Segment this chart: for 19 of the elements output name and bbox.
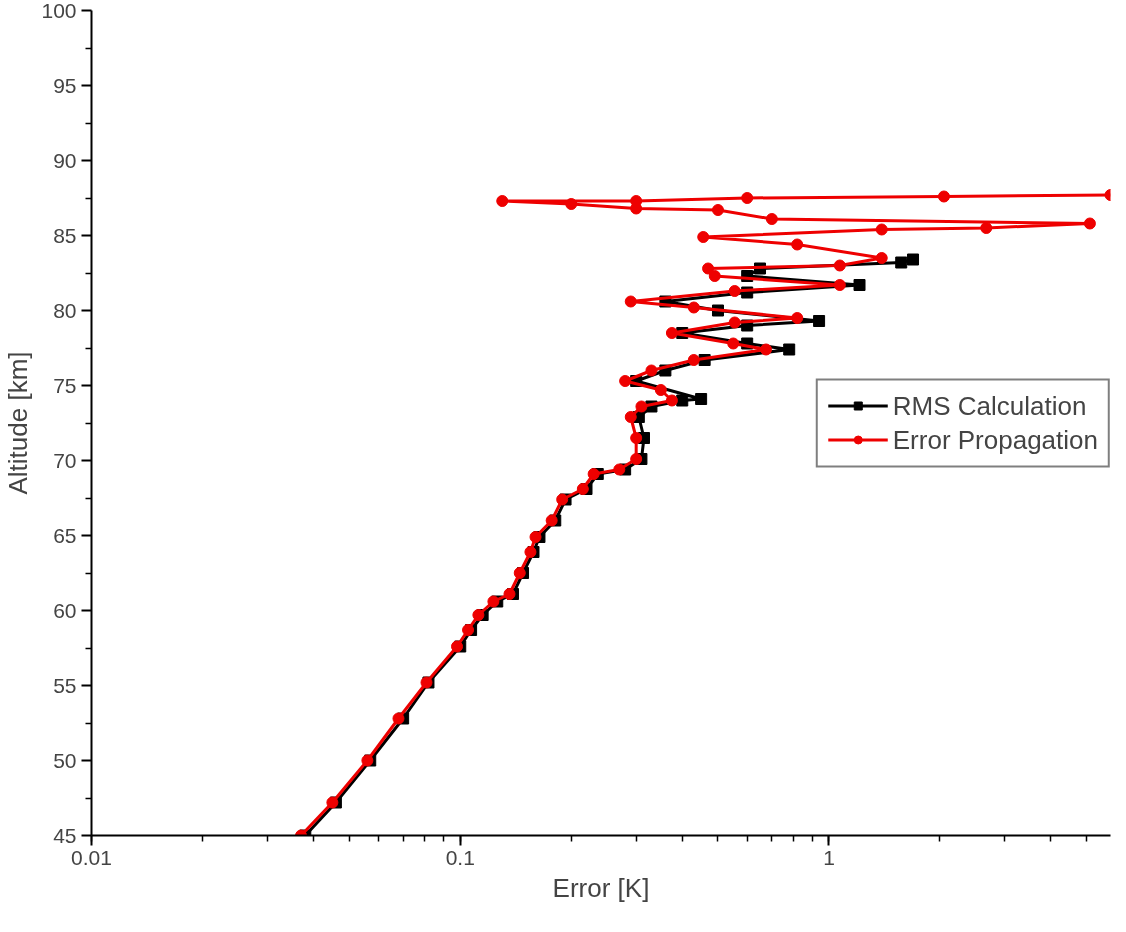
legend-label: RMS Calculation [892, 390, 1087, 421]
y-tick-label: 55 [53, 673, 77, 697]
y-tick-label: 90 [53, 148, 77, 172]
y-tick-label: 95 [53, 73, 77, 97]
y-tick-label: 50 [53, 748, 77, 772]
y-tick-label: 45 [53, 823, 77, 847]
y-tick-label: 85 [53, 223, 77, 247]
x-axis-title: Error [K] [552, 872, 650, 903]
x-tick-label: 0.01 [71, 845, 112, 869]
y-tick-label: 75 [53, 373, 77, 397]
y-tick-label: 100 [41, 0, 77, 22]
x-tick-label: 0.1 [445, 845, 475, 869]
y-tick-label: 80 [53, 298, 77, 322]
legend-label: Error Propagation [892, 424, 1098, 455]
y-tick-label: 65 [53, 523, 77, 547]
x-tick-label: 1 [823, 845, 835, 869]
y-tick-label: 60 [53, 598, 77, 622]
y-tick-label: 70 [53, 448, 77, 472]
y-axis-title: Altitude [km] [3, 351, 34, 495]
